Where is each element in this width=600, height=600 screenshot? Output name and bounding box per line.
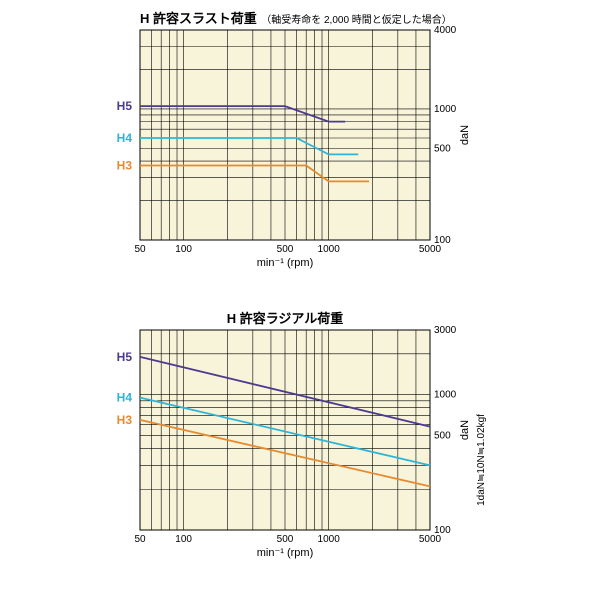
- chart1-title: H 許容スラスト荷重: [140, 11, 257, 26]
- chart2-title: H 許容ラジアル荷重: [227, 311, 344, 326]
- chart2-plot: 501005001000500010050010003000min⁻¹ (rpm…: [0, 300, 520, 580]
- svg-text:1000: 1000: [318, 534, 341, 545]
- svg-text:500: 500: [434, 143, 451, 154]
- svg-text:H4: H4: [117, 391, 133, 405]
- svg-text:100: 100: [175, 534, 192, 545]
- chart-radial-load: H 許容ラジアル荷重 50100500100050001005001000300…: [0, 300, 520, 580]
- svg-text:100: 100: [175, 244, 192, 255]
- svg-text:50: 50: [134, 244, 146, 255]
- svg-text:500: 500: [277, 244, 294, 255]
- svg-text:50: 50: [134, 534, 146, 545]
- svg-text:min⁻¹ (rpm): min⁻¹ (rpm): [257, 257, 314, 269]
- svg-text:H3: H3: [117, 413, 133, 427]
- svg-text:1000: 1000: [318, 244, 341, 255]
- svg-text:H5: H5: [117, 99, 133, 113]
- svg-text:H5: H5: [117, 350, 133, 364]
- svg-text:3000: 3000: [434, 325, 457, 336]
- chart-thrust-load: H 許容スラスト荷重 （軸受寿命を 2,000 時間と仮定した場合） 50100…: [0, 0, 500, 280]
- chart1-subtitle: （軸受寿命を 2,000 時間と仮定した場合）: [261, 15, 452, 26]
- svg-text:500: 500: [277, 534, 294, 545]
- svg-text:daN: daN: [459, 420, 471, 440]
- svg-text:daN: daN: [459, 125, 471, 145]
- svg-text:1000: 1000: [434, 104, 457, 115]
- svg-text:H4: H4: [117, 131, 133, 145]
- chart1-plot: 501005001000500010050010004000min⁻¹ (rpm…: [0, 0, 500, 280]
- svg-text:min⁻¹ (rpm): min⁻¹ (rpm): [257, 547, 314, 559]
- svg-text:100: 100: [434, 235, 451, 246]
- svg-text:1000: 1000: [434, 390, 457, 401]
- svg-text:1daN≒10N≒1.02kgf: 1daN≒10N≒1.02kgf: [476, 414, 487, 506]
- svg-text:100: 100: [434, 525, 451, 536]
- svg-text:H3: H3: [117, 159, 133, 173]
- svg-text:500: 500: [434, 430, 451, 441]
